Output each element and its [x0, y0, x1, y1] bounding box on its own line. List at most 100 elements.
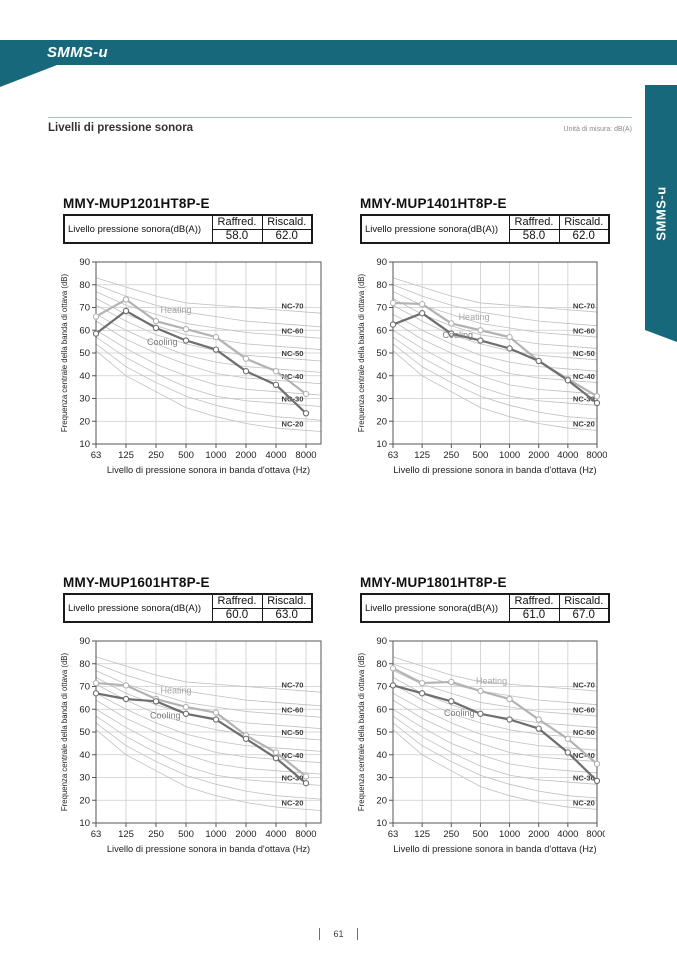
svg-text:2000: 2000	[528, 829, 549, 840]
nc-curve-NC-25	[392, 343, 598, 420]
svg-text:80: 80	[376, 280, 387, 291]
cooling-marker	[242, 735, 250, 742]
col-header-raffred: Raffred.	[211, 593, 263, 609]
nc-label: NC-50	[282, 728, 304, 737]
value-riscald: 63.0	[261, 607, 313, 623]
sound-chart-1601: NC-70 NC-60 NC-50 NC-40 NC-30 NC-20 10 20 30 40 50…	[58, 629, 335, 859]
col-header-riscald: Riscald.	[261, 214, 313, 230]
svg-text:20: 20	[79, 416, 90, 427]
table-row-label: Livello pressione sonora(dB(A))	[360, 593, 510, 623]
svg-text:60: 60	[79, 325, 90, 336]
y-axis-title: Frequenza centrale della banda di ottava…	[60, 273, 69, 432]
side-tab-label: SMMS-u	[653, 186, 669, 241]
footer: 61	[0, 928, 677, 940]
cooling-marker	[182, 710, 190, 717]
svg-text:70: 70	[376, 303, 387, 314]
nc-curve-NC-65	[392, 284, 598, 327]
heating-marker	[506, 695, 513, 703]
svg-text:63: 63	[388, 450, 399, 461]
col-header-riscald: Riscald.	[558, 214, 610, 230]
cooling-marker	[564, 377, 572, 384]
nc-curve-NC-65	[95, 284, 322, 328]
sound-chart-1401: NC-70 NC-60 NC-50 NC-40 NC-30 NC-20 10 20 30 40 50…	[355, 250, 607, 480]
value-raffred: 58.0	[508, 228, 560, 244]
value-raffred: 58.0	[211, 228, 263, 244]
heating-marker	[535, 716, 542, 723]
cooling-marker	[477, 710, 484, 717]
svg-text:60: 60	[376, 325, 387, 336]
sound-chart-1201: NC-70 NC-60 NC-50 NC-40 NC-30 NC-20 10 20 30 40 50…	[58, 250, 335, 480]
cooling-label: Cooling	[147, 337, 178, 347]
model-block-1201: MMY-MUP1201HT8P-E Livello pressione sono…	[58, 196, 338, 480]
cooling-label: Cooling	[444, 708, 475, 718]
chart-svg: NC-70NC-60NC-50NC-40NC-30NC-201020304050…	[60, 257, 322, 475]
nc-curve-NC-45	[392, 313, 598, 372]
nc-label: NC-20	[282, 420, 304, 429]
header-wedge	[0, 65, 57, 87]
heating-marker	[272, 368, 280, 375]
heating-marker	[506, 333, 513, 341]
svg-text:250: 250	[148, 829, 164, 840]
value-riscald: 67.0	[558, 607, 610, 623]
model-block-1601: MMY-MUP1601HT8P-E Livello pressione sono…	[58, 575, 338, 859]
heating-marker	[448, 320, 455, 327]
cooling-marker	[506, 716, 513, 723]
svg-text:125: 125	[414, 450, 430, 461]
cooling-marker	[152, 698, 160, 705]
svg-text:2000: 2000	[235, 450, 256, 461]
cooling-marker	[182, 337, 190, 344]
svg-text:500: 500	[472, 829, 488, 840]
x-axis-title: Livello di pressione sonora in banda d'o…	[107, 844, 310, 854]
cooling-label: Cooling	[150, 710, 181, 720]
heating-marker	[418, 679, 426, 687]
heating-marker	[122, 296, 130, 303]
footer-bar-left	[318, 928, 321, 940]
heating-marker	[122, 682, 130, 689]
heating-marker	[212, 709, 220, 716]
nc-curve-NC-45	[95, 692, 322, 752]
svg-text:40: 40	[79, 371, 90, 382]
model-title: MMY-MUP1201HT8P-E	[63, 196, 210, 211]
table-row-label: Livello pressione sonora(dB(A))	[360, 214, 510, 244]
model-title: MMY-MUP1601HT8P-E	[63, 575, 210, 590]
nc-label: NC-40	[573, 751, 595, 760]
col-header-riscald: Riscald.	[261, 593, 313, 609]
spec-table: Livello pressione sonora(dB(A)) Raffred.…	[360, 593, 610, 623]
heating-label: Heating	[161, 685, 192, 695]
svg-text:80: 80	[376, 659, 387, 670]
heating-marker	[564, 735, 572, 742]
nc-curve-NC-20	[95, 350, 322, 432]
nc-curve-NC-70	[392, 656, 598, 692]
nc-curve-NC-50	[392, 304, 598, 361]
svg-text:2000: 2000	[528, 450, 549, 461]
nc-curve-NC-40	[392, 699, 598, 762]
svg-text:8000: 8000	[586, 829, 605, 840]
nc-curve-NC-65	[392, 663, 598, 706]
nc-label: NC-30	[573, 774, 595, 783]
nc-label: NC-30	[573, 395, 595, 404]
nc-label: NC-60	[573, 326, 595, 335]
cooling-marker	[122, 307, 130, 315]
nc-curve-NC-35	[392, 708, 598, 774]
svg-text:10: 10	[376, 818, 387, 829]
svg-text:250: 250	[148, 450, 164, 461]
heating-marker	[182, 325, 190, 333]
model-title: MMY-MUP1801HT8P-E	[360, 575, 507, 590]
cooling-marker	[564, 749, 572, 756]
nc-curve-NC-20	[392, 350, 598, 431]
svg-text:10: 10	[376, 439, 387, 450]
heating-series	[95, 681, 307, 778]
svg-text:4000: 4000	[265, 450, 286, 461]
svg-text:90: 90	[79, 636, 90, 647]
cooling-series	[392, 684, 598, 782]
cooling-marker	[593, 777, 601, 785]
cooling-marker	[212, 716, 220, 723]
model-block-1401: MMY-MUP1401HT8P-E Livello pressione sono…	[355, 196, 635, 480]
y-axis-title: Frequenza centrale della banda di ottava…	[357, 273, 366, 432]
page-number: 61	[333, 929, 344, 939]
x-axis-title: Livello di pressione sonora in banda d'o…	[393, 465, 596, 475]
nc-curve-NC-35	[95, 329, 322, 396]
cooling-marker	[448, 330, 455, 337]
svg-text:50: 50	[376, 348, 387, 359]
svg-text:8000: 8000	[586, 450, 607, 461]
